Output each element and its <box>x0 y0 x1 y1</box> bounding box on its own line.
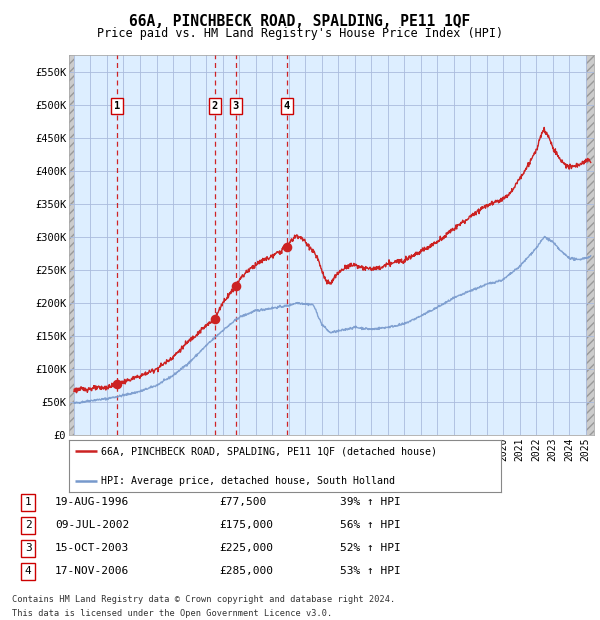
Text: HPI: Average price, detached house, South Holland: HPI: Average price, detached house, Sout… <box>101 476 395 485</box>
Point <box>113 379 122 389</box>
Text: 09-JUL-2002: 09-JUL-2002 <box>55 520 130 530</box>
Text: 3: 3 <box>232 101 239 112</box>
Text: 39% ↑ HPI: 39% ↑ HPI <box>340 497 401 507</box>
Text: 3: 3 <box>25 543 32 554</box>
Text: 1: 1 <box>114 101 121 112</box>
Point <box>231 281 241 291</box>
Text: 1: 1 <box>25 497 32 507</box>
Text: £175,000: £175,000 <box>220 520 274 530</box>
Bar <box>69 55 74 435</box>
Text: 4: 4 <box>283 101 290 112</box>
Text: 19-AUG-1996: 19-AUG-1996 <box>55 497 130 507</box>
Text: 15-OCT-2003: 15-OCT-2003 <box>55 543 130 554</box>
Bar <box>586 55 594 435</box>
Text: 52% ↑ HPI: 52% ↑ HPI <box>340 543 401 554</box>
Text: 66A, PINCHBECK ROAD, SPALDING, PE11 1QF (detached house): 66A, PINCHBECK ROAD, SPALDING, PE11 1QF … <box>101 446 437 456</box>
Text: This data is licensed under the Open Government Licence v3.0.: This data is licensed under the Open Gov… <box>12 609 332 618</box>
Text: Contains HM Land Registry data © Crown copyright and database right 2024.: Contains HM Land Registry data © Crown c… <box>12 595 395 604</box>
Text: 53% ↑ HPI: 53% ↑ HPI <box>340 567 401 577</box>
Text: £77,500: £77,500 <box>220 497 266 507</box>
Text: Price paid vs. HM Land Registry's House Price Index (HPI): Price paid vs. HM Land Registry's House … <box>97 27 503 40</box>
Point <box>210 314 220 324</box>
Text: 56% ↑ HPI: 56% ↑ HPI <box>340 520 401 530</box>
Text: 4: 4 <box>25 567 32 577</box>
Point <box>282 242 292 252</box>
Text: 2: 2 <box>25 520 32 530</box>
Text: 2: 2 <box>211 101 218 112</box>
Text: 66A, PINCHBECK ROAD, SPALDING, PE11 1QF: 66A, PINCHBECK ROAD, SPALDING, PE11 1QF <box>130 14 470 29</box>
Text: 17-NOV-2006: 17-NOV-2006 <box>55 567 130 577</box>
Text: £285,000: £285,000 <box>220 567 274 577</box>
Text: £225,000: £225,000 <box>220 543 274 554</box>
